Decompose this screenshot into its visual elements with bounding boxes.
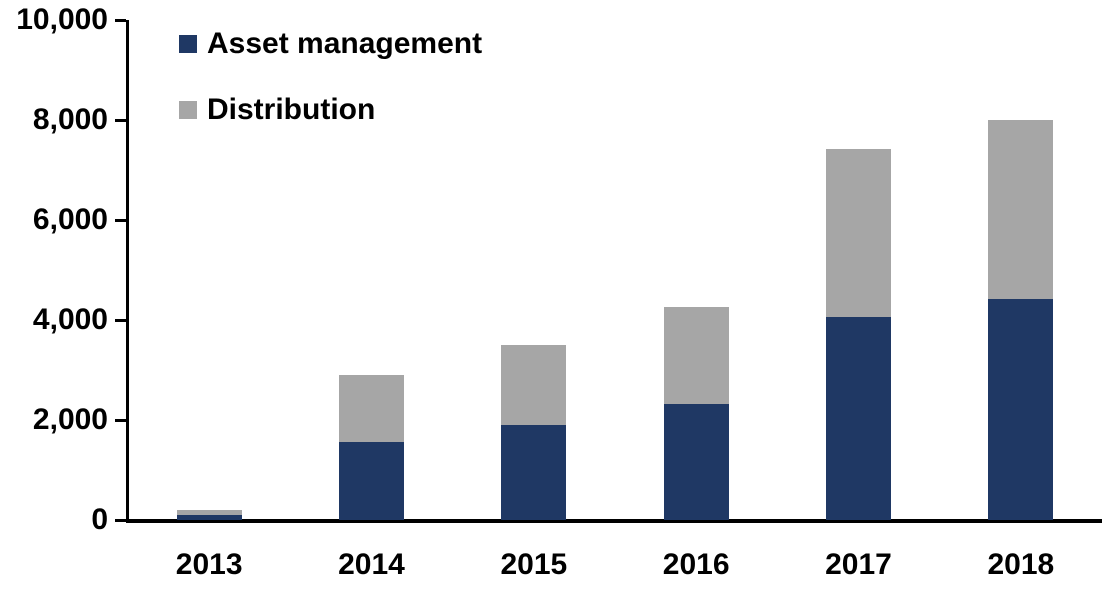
y-axis-tick-mark [115, 419, 126, 422]
y-axis-tick-label: 0 [91, 503, 108, 536]
legend-swatch-distribution-icon [179, 101, 197, 119]
legend-item-asset-management: Asset management [179, 27, 482, 61]
x-axis-label-2013: 2013 [175, 548, 243, 581]
bar-segment-asset-management-2017 [826, 317, 891, 520]
legend-label-asset-management: Asset management [207, 27, 483, 60]
y-axis-tick-mark [115, 19, 126, 22]
y-axis-tick-label: 10,000 [16, 3, 108, 36]
bar-segment-asset-management-2014 [339, 442, 404, 520]
y-axis-tick-mark [115, 219, 126, 222]
legend-swatch-asset-management-icon [179, 35, 197, 53]
y-axis-tick-mark [115, 519, 126, 522]
y-axis-tick-label: 4,000 [32, 303, 108, 336]
x-axis-label-2015: 2015 [500, 548, 568, 581]
x-axis-label-2018: 2018 [987, 548, 1055, 581]
bar-segment-distribution-2018 [988, 120, 1054, 299]
y-axis-tick-label: 6,000 [32, 203, 108, 236]
x-axis-label-2016: 2016 [662, 548, 730, 581]
x-axis-label-2017: 2017 [825, 548, 892, 581]
y-axis-tick-mark [115, 319, 126, 322]
bar-segment-distribution-2015 [501, 345, 567, 425]
bar-segment-asset-management-2013 [176, 515, 242, 520]
bar-segment-distribution-2017 [826, 149, 891, 317]
y-axis-line [126, 20, 129, 520]
bar-segment-distribution-2014 [339, 375, 404, 442]
y-axis-tick-label: 2,000 [32, 403, 108, 436]
x-axis-label-2014: 2014 [338, 548, 405, 581]
legend-label-distribution: Distribution [207, 93, 376, 126]
bar-segment-distribution-2016 [663, 307, 729, 404]
bar-segment-asset-management-2018 [988, 299, 1054, 520]
y-axis-tick-mark [115, 119, 126, 122]
bar-segment-asset-management-2015 [501, 425, 567, 520]
bar-segment-asset-management-2016 [663, 404, 729, 520]
bar-segment-distribution-2013 [176, 510, 242, 515]
legend-item-distribution: Distribution [179, 93, 375, 127]
x-axis-line [126, 519, 1102, 523]
y-axis-tick-label: 8,000 [32, 103, 108, 136]
